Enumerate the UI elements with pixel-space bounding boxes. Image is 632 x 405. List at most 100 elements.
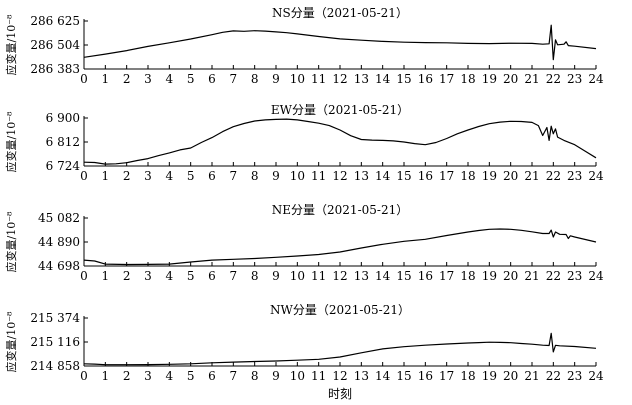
x-tick-label: 24 xyxy=(588,169,604,183)
x-tick-label: 20 xyxy=(503,269,518,283)
y-tick-label: 44 698 xyxy=(38,259,80,273)
x-tick-label: 24 xyxy=(588,72,604,86)
x-tick-label: 7 xyxy=(230,269,238,283)
y-axis-label: 应变量/10⁻⁸ xyxy=(4,111,18,173)
x-tick-label: 14 xyxy=(375,369,391,383)
x-tick-label: 4 xyxy=(166,72,174,86)
chart-title: NW分量（2021-05-21） xyxy=(270,303,410,317)
x-tick-label: 17 xyxy=(439,169,454,183)
series-line-0 xyxy=(83,332,597,366)
x-tick-label: 9 xyxy=(272,269,280,283)
chart-title: NS分量（2021-05-21） xyxy=(272,6,408,20)
x-tick-label: 22 xyxy=(546,369,561,383)
y-tick-label: 44 890 xyxy=(38,235,80,249)
x-tick-label: 21 xyxy=(524,269,539,283)
x-tick-label: 3 xyxy=(144,169,152,183)
x-tick-label: 6 xyxy=(208,269,216,283)
x-tick-label: 7 xyxy=(230,169,238,183)
x-tick-label: 1 xyxy=(102,169,110,183)
y-tick-label: 215 116 xyxy=(30,335,80,349)
y-axis-label: 应变量/10⁻⁸ xyxy=(4,211,18,273)
y-tick-label: 286 383 xyxy=(30,62,80,76)
x-tick-label: 9 xyxy=(272,369,280,383)
x-tick-label: 14 xyxy=(375,72,391,86)
x-tick-label: 21 xyxy=(524,169,539,183)
x-tick-label: 16 xyxy=(418,72,433,86)
x-tick-label: 10 xyxy=(290,169,305,183)
x-tick-label: 1 xyxy=(102,72,110,86)
x-tick-label: 6 xyxy=(208,169,216,183)
y-axis-label: 应变量/10⁻⁸ xyxy=(4,311,18,373)
x-tick-label: 23 xyxy=(567,269,582,283)
x-tick-label: 23 xyxy=(567,369,582,383)
x-tick-label: 7 xyxy=(230,369,238,383)
x-tick-label: 8 xyxy=(251,269,259,283)
x-tick-label: 12 xyxy=(332,169,347,183)
x-tick-label: 20 xyxy=(503,369,518,383)
x-tick-label: 13 xyxy=(354,369,369,383)
x-tick-label: 8 xyxy=(251,369,259,383)
x-tick-label: 15 xyxy=(396,369,411,383)
x-tick-label: 19 xyxy=(482,169,497,183)
x-tick-label: 0 xyxy=(80,169,88,183)
x-tick-label: 22 xyxy=(546,72,561,86)
x-tick-label: 7 xyxy=(230,72,238,86)
x-tick-label: 8 xyxy=(251,169,259,183)
x-tick-label: 15 xyxy=(396,269,411,283)
x-tick-label: 4 xyxy=(166,269,174,283)
x-tick-label: 16 xyxy=(418,369,433,383)
x-tick-label: 13 xyxy=(354,72,369,86)
y-tick-label: 6 724 xyxy=(46,159,81,173)
x-tick-label: 0 xyxy=(80,369,88,383)
x-tick-label: 10 xyxy=(290,269,305,283)
x-tick-label: 15 xyxy=(396,72,411,86)
x-tick-label: 4 xyxy=(166,169,174,183)
x-tick-label: 20 xyxy=(503,169,518,183)
x-tick-label: 24 xyxy=(588,269,604,283)
x-tick-label: 22 xyxy=(546,169,561,183)
x-tick-label: 5 xyxy=(187,369,195,383)
x-tick-label: 6 xyxy=(208,72,216,86)
x-tick-label: 12 xyxy=(332,72,347,86)
x-tick-label: 23 xyxy=(567,72,582,86)
x-tick-label: 18 xyxy=(460,72,475,86)
x-tick-label: 5 xyxy=(187,72,195,86)
x-tick-label: 11 xyxy=(311,269,326,283)
series-line-0 xyxy=(83,118,597,165)
x-tick-label: 13 xyxy=(354,169,369,183)
x-tick-label: 5 xyxy=(187,269,195,283)
x-tick-label: 2 xyxy=(123,169,131,183)
x-tick-label: 10 xyxy=(290,72,305,86)
x-tick-label: 3 xyxy=(144,369,152,383)
x-tick-label: 6 xyxy=(208,369,216,383)
x-tick-label: 0 xyxy=(80,72,88,86)
x-tick-label: 11 xyxy=(311,169,326,183)
x-axis-title: 时刻 xyxy=(328,387,352,401)
y-tick-label: 286 504 xyxy=(30,38,80,52)
x-tick-label: 18 xyxy=(460,369,475,383)
x-tick-label: 18 xyxy=(460,169,475,183)
y-tick-label: 286 625 xyxy=(30,14,80,28)
x-tick-label: 19 xyxy=(482,72,497,86)
y-tick-label: 6 812 xyxy=(46,135,80,149)
x-tick-label: 17 xyxy=(439,369,454,383)
y-tick-label: 215 374 xyxy=(30,311,80,325)
x-tick-label: 10 xyxy=(290,369,305,383)
x-tick-label: 16 xyxy=(418,269,433,283)
series-line-0 xyxy=(83,24,597,61)
x-tick-label: 2 xyxy=(123,369,131,383)
x-tick-label: 21 xyxy=(524,72,539,86)
series-line-0 xyxy=(83,228,597,266)
chart-title: EW分量（2021-05-21） xyxy=(271,103,409,117)
y-tick-label: 45 082 xyxy=(38,211,80,225)
x-tick-label: 5 xyxy=(187,169,195,183)
x-tick-label: 16 xyxy=(418,169,433,183)
x-tick-label: 1 xyxy=(102,369,110,383)
x-tick-label: 13 xyxy=(354,269,369,283)
x-tick-label: 12 xyxy=(332,369,347,383)
y-tick-label: 6 900 xyxy=(46,111,80,125)
x-tick-label: 15 xyxy=(396,169,411,183)
x-tick-label: 4 xyxy=(166,369,174,383)
